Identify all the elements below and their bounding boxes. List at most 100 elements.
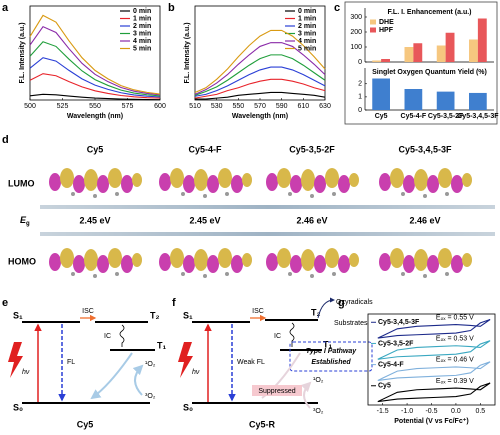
gap-value: 2.45 eV (79, 215, 110, 225)
legend-label: 2 min (133, 23, 151, 30)
suppressed-label: Suppressed (258, 388, 295, 395)
x-axis-label: Wavelength (nm) (67, 113, 123, 120)
bar (469, 39, 478, 62)
orbital (266, 168, 359, 198)
chart-title: F.L. I. Enhancement (a.u.) (387, 9, 471, 16)
x-tick-label: -0.5 (425, 408, 437, 415)
level-label: T₁ (323, 339, 332, 349)
series-line (194, 54, 326, 96)
y-tick-label: 100 (350, 44, 362, 51)
panel-label: c (334, 2, 340, 14)
level-label: S₀ (183, 402, 193, 412)
series-line (29, 25, 161, 96)
level-label: S₀ (13, 402, 23, 412)
orbital (159, 168, 252, 198)
legend-label: Cy5-3,4,5-3F (378, 319, 420, 326)
energy-transfer-arrow (300, 381, 312, 409)
annotation: Eₒₓ = 0.55 V (436, 314, 474, 321)
x-tick-label: 0.5 (475, 408, 485, 415)
orbital (379, 168, 472, 198)
legend-label: 3 min (133, 30, 151, 37)
oxygen-label: ¹O₂ (313, 377, 324, 384)
series-line (29, 14, 161, 95)
x-tick-label: 525 (57, 103, 69, 110)
legend-label: Cy5-3,5-2F (378, 340, 414, 347)
bar (372, 60, 382, 62)
x-tick-label: 610 (297, 103, 309, 110)
lumo-label: LUMO (8, 178, 35, 188)
isc-label: ISC (82, 308, 94, 315)
oxygen-label: ¹O₂ (145, 361, 156, 368)
series-line (195, 91, 326, 100)
ic-label: IC (274, 333, 281, 340)
x-tick-label: 570 (254, 103, 266, 110)
plot-frame (367, 313, 496, 406)
legend-label: DHE (379, 19, 394, 26)
legend-swatch (370, 27, 376, 33)
y-tick-label: 0 (358, 107, 362, 114)
legend-swatch (370, 19, 376, 25)
legend-label: Cy5-4-F (378, 361, 404, 368)
legend-label: 4 min (133, 38, 151, 45)
x-tick-label: 500 (24, 103, 36, 110)
x-axis-label: Potential (V vs Fc/Fc⁺) (394, 418, 469, 425)
gap-symbol-sub: g (26, 221, 30, 227)
x-axis-label: Wavelength (nm) (232, 113, 288, 120)
y-tick-label: 2 (358, 81, 362, 88)
y-tick-label: 1 (358, 94, 362, 101)
x-tick-label: 0.0 (451, 408, 461, 415)
annotation: Eₒₓ = 0.46 V (436, 357, 474, 364)
level-label: T₂ (311, 307, 321, 317)
series-line (29, 57, 161, 98)
x-tick-label: 550 (232, 103, 244, 110)
pathway-label: Established (311, 359, 351, 366)
level-label: S₁ (183, 310, 193, 320)
legend-label: 5 min (133, 45, 151, 52)
oxygen-label: ³O₂ (145, 393, 156, 400)
x-tick-label: -1.0 (401, 408, 413, 415)
molecule-name: Cy5-4-F (188, 144, 222, 154)
orbital (266, 248, 359, 278)
excitation-label: hν (22, 369, 30, 376)
legend-label: 0 min (133, 8, 151, 15)
gap-symbol-main: E (20, 215, 27, 225)
homo-label: HOMO (8, 256, 36, 266)
panel-label: b (168, 2, 175, 14)
x-tick-label: Cy5 (375, 113, 388, 120)
ic-squiggle (119, 324, 125, 347)
series-line (194, 66, 326, 97)
legend-label: 3 min (298, 30, 316, 37)
x-tick-label: 630 (319, 103, 331, 110)
y-tick-label: 0 (358, 59, 362, 66)
legend-label: 2 min (298, 23, 316, 30)
energy-transfer-arrow (90, 352, 133, 400)
series-line (377, 318, 491, 339)
gap-value: 2.45 eV (189, 215, 220, 225)
y-tick-label: 300 (350, 14, 362, 21)
legend-label: HPF (379, 27, 394, 34)
level-label: T₂ (150, 310, 160, 320)
jablonski-f: S₁ T₂ T₁ S₀ hν Weak FL ISC IC Oxyradical… (178, 297, 373, 429)
x-tick-label: Cy5-3,5-2F (428, 113, 464, 120)
y-tick-label: 200 (350, 29, 362, 36)
excitation-label: hν (192, 369, 200, 376)
legend-label: 4 min (298, 38, 316, 45)
series-line (29, 93, 161, 101)
legend-label: 5 min (298, 45, 316, 52)
pathway-box (289, 341, 373, 372)
molecule-name: Cy5-R (249, 419, 276, 429)
molecule-name: Cy5-3,4,5-3F (398, 144, 452, 154)
panel-label: d (2, 134, 9, 146)
x-tick-label: 510 (189, 103, 201, 110)
chart-title: Singlet Oxygen Quantum Yield (%) (372, 69, 487, 76)
isc-label: ISC (252, 308, 264, 315)
orbital (379, 248, 472, 278)
series-line (377, 361, 491, 381)
bar (413, 43, 423, 62)
panel-frame (344, 1, 498, 125)
x-tick-label: 600 (154, 103, 166, 110)
legend-label: Cy5 (378, 383, 391, 390)
gap-symbol: Eg (20, 215, 30, 226)
oxygen-label: ³O₂ (313, 408, 324, 415)
bar (404, 47, 414, 62)
